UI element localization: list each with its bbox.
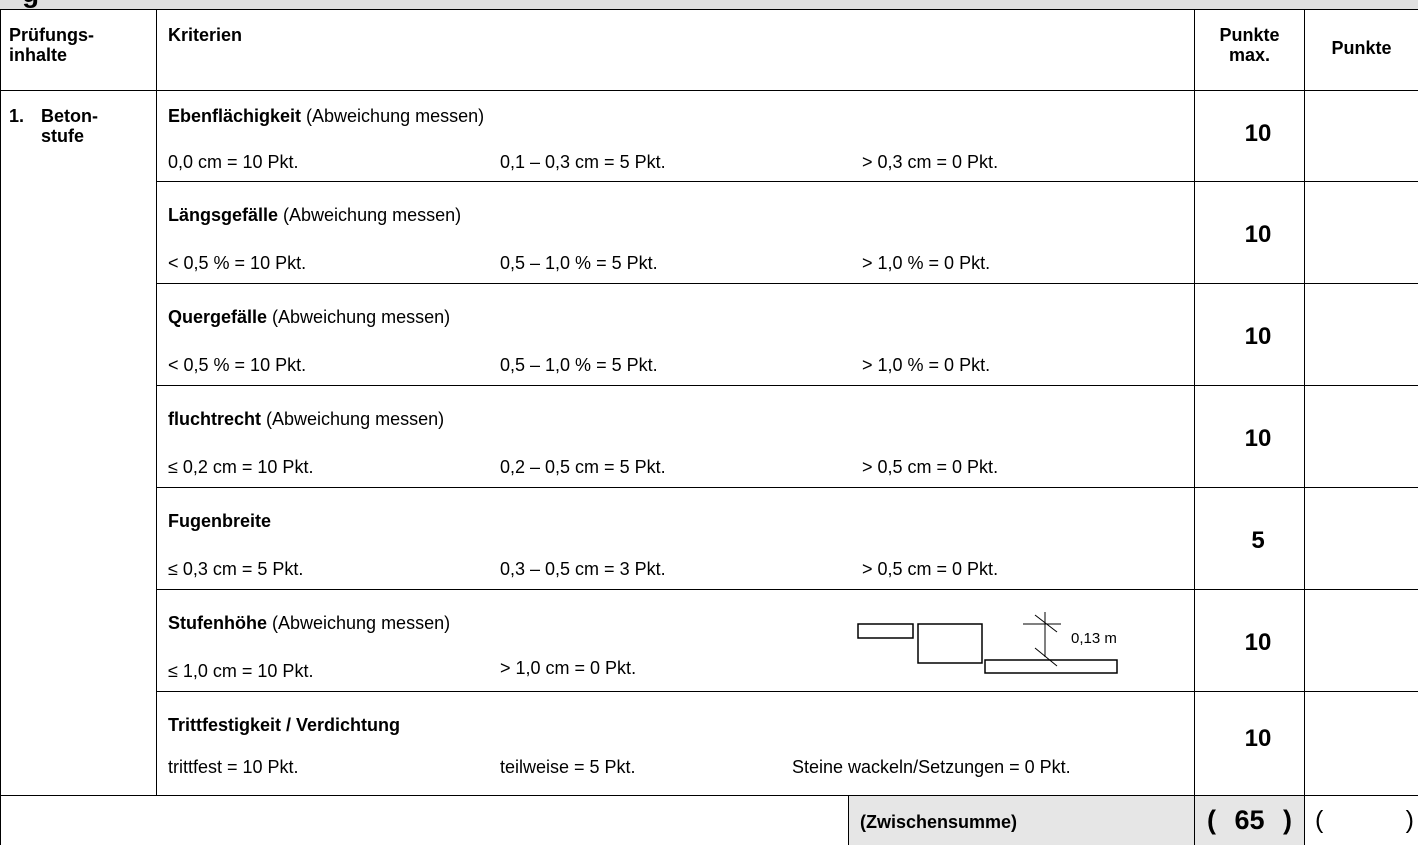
header-punkte: Punkte [1331,38,1392,58]
header-bottom-border [0,90,1418,91]
footer-top-border [0,795,1418,796]
row-divider-5 [156,589,1418,590]
criterion-condition-2: 0,5 – 1,0 % = 5 Pkt. [500,253,658,273]
criterion-condition-1: < 0,5 % = 10 Pkt. [168,355,307,375]
criterion-condition-1: < 0,5 % = 10 Pkt. [168,253,307,273]
criterion-condition-2: 0,2 – 0,5 cm = 5 Pkt. [500,457,666,477]
subtotal-close-paren: ) [1282,805,1292,835]
header-col3-line2: max. [1228,45,1271,65]
row-divider-4 [156,487,1418,488]
subtotal-max-cell [1195,795,1304,845]
subtotal-score-field[interactable]: ( ) [1305,806,1418,835]
criterion-max-points: 10 [1244,725,1272,752]
criterion-title-row: fluchtrecht (Abweichung messen) [168,409,444,430]
criterion-title: Quergefälle [168,307,268,327]
criterion-condition-1: trittfest = 10 Pkt. [168,757,299,777]
criterion-max-points: 10 [1244,221,1272,248]
table-col-divider-3 [1194,9,1195,845]
criterion-max-points: 10 [1244,425,1272,452]
criterion-title: Ebenflächigkeit [168,106,302,126]
criterion-condition-2: > 1,0 cm = 0 Pkt. [500,658,637,678]
criterion-condition-2: teilweise = 5 Pkt. [500,757,636,777]
criterion-note: (Abweichung messen) [267,307,451,327]
criterion-max-points: 10 [1244,629,1272,656]
criterion-condition-3: > 1,0 % = 0 Pkt. [862,253,991,273]
row-divider-1 [156,181,1418,182]
row-divider-3 [156,385,1418,386]
criterion-condition-3: > 0,5 cm = 0 Pkt. [862,457,999,477]
diagram-step-block [917,623,983,664]
row-divider-6 [156,691,1418,692]
diagram-dim-label: 0,13 m [1071,630,1117,647]
criterion-note: (Abweichung messen) [267,613,451,633]
criterion-condition-1: ≤ 0,3 cm = 5 Pkt. [168,559,304,579]
subtotal-label: (Zwischensumme) [860,812,1018,832]
table-col-divider-1 [156,9,157,795]
criterion-max-points: 5 [1251,527,1265,554]
criterion-title-row: Fugenbreite [168,511,271,532]
subtotal-label-cell [848,795,1194,845]
criterion-condition-2: 0,5 – 1,0 % = 5 Pkt. [500,355,658,375]
criterion-max-points: 10 [1244,120,1272,147]
criterion-condition-2: 0,3 – 0,5 cm = 3 Pkt. [500,559,666,579]
criterion-title: Trittfestigkeit / Verdichtung [168,715,401,735]
criterion-title-row: Stufenhöhe (Abweichung messen) [168,613,450,634]
header-col1-line1: Prüfungs- [9,25,94,45]
criterion-condition-1: 0,0 cm = 10 Pkt. [168,152,299,172]
criterion-title: fluchtrecht [168,409,262,429]
subtotal-max-value: ( 65 ) [1195,805,1304,836]
section-name-line2: stufe [41,126,85,146]
criterion-max-points: 10 [1244,323,1272,350]
section-name-line1: Beton- [41,106,99,126]
diagram-dim-slash-top [1034,614,1058,633]
header-col3-line1: Punkte [1219,25,1280,45]
criterion-condition-3: > 0,5 cm = 0 Pkt. [862,559,999,579]
header-pruefungsinhalte: Prüfungs- inhalte [9,25,94,65]
header-col1-line2: inhalte [9,45,68,65]
row-divider-2 [156,283,1418,284]
criterion-condition-3: > 1,0 % = 0 Pkt. [862,355,991,375]
criterion-title: Längsgefälle [168,205,279,225]
diagram-lower-plate [984,659,1118,674]
subtotal-open-paren: ( [1207,805,1216,835]
criterion-title-row: Ebenflächigkeit (Abweichung messen) [168,106,484,127]
criterion-note: (Abweichung messen) [261,409,445,429]
criterion-title: Stufenhöhe [168,613,267,633]
criterion-note: (Abweichung messen) [301,106,485,126]
section-title-bar: g [0,0,1418,10]
table-col-divider-footer [848,795,849,845]
section-title: g [22,0,39,9]
criterion-title-row: Längsgefälle (Abweichung messen) [168,205,461,226]
criterion-condition-1: ≤ 0,2 cm = 10 Pkt. [168,457,314,477]
header-punkte-max: Punkte max. [1195,25,1304,65]
score-open-paren: ( [1315,806,1324,834]
diagram-dim-slash-bottom [1034,647,1058,667]
criterion-condition-3: > 0,3 cm = 0 Pkt. [862,152,999,172]
table-col-divider-4 [1304,9,1305,845]
criterion-condition-3: Steine wackeln/Setzungen = 0 Pkt. [792,757,1071,777]
subtotal-total: 65 [1234,805,1265,835]
section-label: 1. Beton- stufe [9,106,98,146]
criterion-condition-2: 0,1 – 0,3 cm = 5 Pkt. [500,152,666,172]
header-kriterien: Kriterien [168,25,243,45]
score-close-paren: ) [1405,806,1414,834]
criterion-condition-1: ≤ 1,0 cm = 10 Pkt. [168,661,314,681]
criterion-title-row: Quergefälle (Abweichung messen) [168,307,450,328]
criterion-title: Fugenbreite [168,511,272,531]
diagram-upper-plate [857,623,914,639]
step-height-diagram: 0,13 m [857,612,1118,674]
table-border-left [0,9,1,845]
criterion-note: (Abweichung messen) [278,205,462,225]
section-number: 1. [9,106,25,126]
